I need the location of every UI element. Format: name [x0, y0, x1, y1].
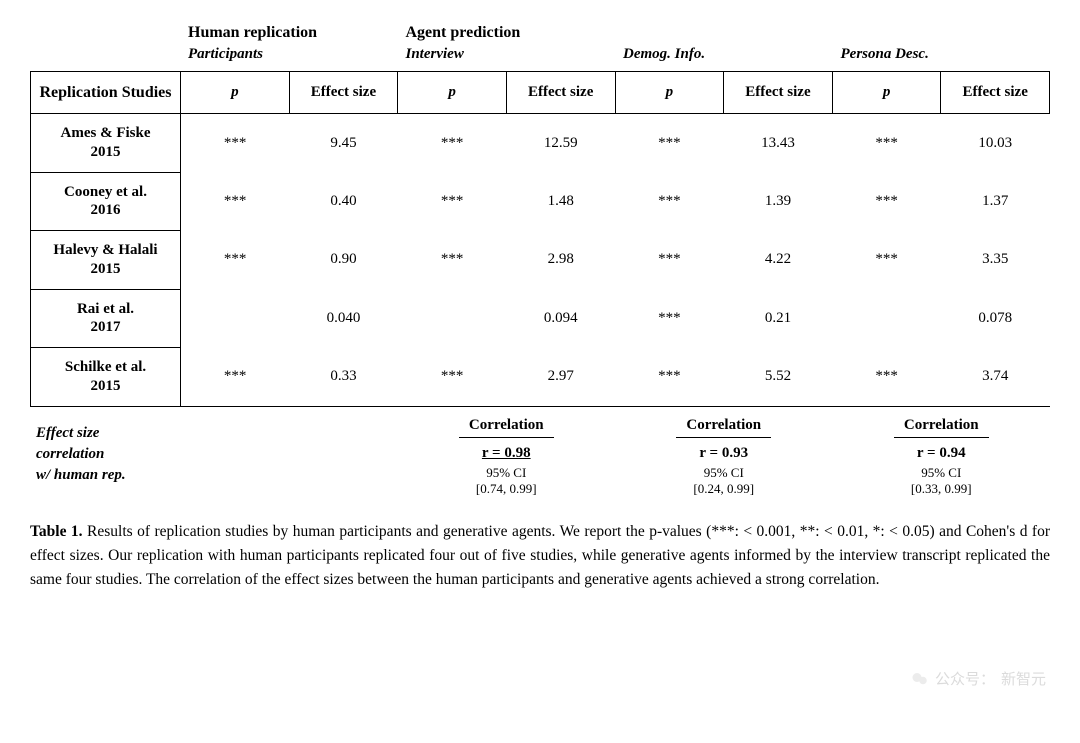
value-cell — [398, 289, 507, 348]
value-cell: 12.59 — [506, 114, 615, 173]
value-cell: 0.094 — [506, 289, 615, 348]
value-cell: 10.03 — [941, 114, 1050, 173]
correlation-r: r = 0.94 — [833, 445, 1051, 462]
value-cell: *** — [615, 114, 724, 173]
table-row: Rai et al.2017 0.040 0.094***0.21 0.078 — [31, 289, 1050, 348]
correlation-demog: Correlation r = 0.93 95% CI[0.24, 0.99] — [615, 417, 833, 499]
value-cell: *** — [398, 348, 507, 407]
wechat-icon — [911, 670, 929, 688]
col-p-2: p — [398, 72, 507, 114]
correlation-ci: 95% CI[0.74, 0.99] — [398, 465, 616, 499]
value-cell: *** — [615, 289, 724, 348]
correlation-r: r = 0.98 — [398, 445, 616, 462]
col-es-2: Effect size — [506, 72, 615, 114]
table-row: Cooney et al.2016***0.40***1.48***1.39**… — [31, 172, 1050, 231]
value-cell: 1.37 — [941, 172, 1050, 231]
correlation-row: Effect size correlation w/ human rep. Co… — [30, 417, 1050, 499]
value-cell: *** — [181, 231, 290, 290]
super-header-agent: Agent prediction — [398, 20, 1051, 44]
col-p-1: p — [181, 72, 290, 114]
caption-text: Results of replication studies by human … — [30, 523, 1050, 588]
value-cell: 0.33 — [289, 348, 398, 407]
value-cell: 5.52 — [724, 348, 833, 407]
sub-header-row: Participants Interview Demog. Info. Pers… — [30, 44, 1050, 71]
col-es-3: Effect size — [724, 72, 833, 114]
value-cell: *** — [615, 231, 724, 290]
col-es-1: Effect size — [289, 72, 398, 114]
col-p-4: p — [832, 72, 941, 114]
value-cell: 2.98 — [506, 231, 615, 290]
column-header-row: Replication Studies p Effect size p Effe… — [31, 72, 1050, 114]
correlation-title: Correlation — [676, 417, 771, 438]
results-table: Replication Studies p Effect size p Effe… — [30, 71, 1050, 407]
correlation-ci: 95% CI[0.33, 0.99] — [833, 465, 1051, 499]
table-figure: Human replication Agent prediction Parti… — [30, 20, 1050, 592]
watermark: 公众号：新智元 — [911, 668, 1046, 689]
value-cell: *** — [832, 172, 941, 231]
correlation-interview: Correlation r = 0.98 95% CI[0.74, 0.99] — [398, 417, 616, 499]
table-row: Schilke et al.2015***0.33***2.97***5.52*… — [31, 348, 1050, 407]
correlation-title: Correlation — [894, 417, 989, 438]
value-cell: *** — [181, 348, 290, 407]
sub-header-persona: Persona Desc. — [833, 44, 1051, 71]
value-cell — [832, 289, 941, 348]
sub-header-interview: Interview — [398, 44, 616, 71]
col-p-3: p — [615, 72, 724, 114]
study-label: Ames & Fiske2015 — [31, 114, 181, 173]
table-caption: Table 1. Results of replication studies … — [30, 520, 1050, 592]
value-cell: 3.35 — [941, 231, 1050, 290]
value-cell: 0.21 — [724, 289, 833, 348]
correlation-persona: Correlation r = 0.94 95% CI[0.33, 0.99] — [833, 417, 1051, 499]
table-row: Halevy & Halali2015***0.90***2.98***4.22… — [31, 231, 1050, 290]
correlation-title: Correlation — [459, 417, 554, 438]
value-cell: *** — [832, 114, 941, 173]
value-cell: *** — [181, 114, 290, 173]
study-label: Cooney et al.2016 — [31, 172, 181, 231]
study-label: Rai et al.2017 — [31, 289, 181, 348]
value-cell: 13.43 — [724, 114, 833, 173]
value-cell: 0.040 — [289, 289, 398, 348]
study-label: Schilke et al.2015 — [31, 348, 181, 407]
value-cell: 4.22 — [724, 231, 833, 290]
value-cell: *** — [398, 114, 507, 173]
value-cell: 3.74 — [941, 348, 1050, 407]
value-cell: 1.48 — [506, 172, 615, 231]
value-cell: 1.39 — [724, 172, 833, 231]
value-cell: 0.90 — [289, 231, 398, 290]
col-studies: Replication Studies — [31, 72, 181, 114]
correlation-ci: 95% CI[0.24, 0.99] — [615, 465, 833, 499]
value-cell: *** — [615, 172, 724, 231]
value-cell: 0.40 — [289, 172, 398, 231]
value-cell: 2.97 — [506, 348, 615, 407]
value-cell: *** — [181, 172, 290, 231]
correlation-r: r = 0.93 — [615, 445, 833, 462]
caption-lead: Table 1. — [30, 523, 83, 540]
col-es-4: Effect size — [941, 72, 1050, 114]
value-cell: *** — [398, 231, 507, 290]
value-cell: 9.45 — [289, 114, 398, 173]
value-cell: *** — [832, 348, 941, 407]
super-header-human: Human replication — [180, 20, 398, 44]
sub-header-participants: Participants — [180, 44, 398, 71]
value-cell: *** — [615, 348, 724, 407]
table-row: Ames & Fiske2015***9.45***12.59***13.43*… — [31, 114, 1050, 173]
value-cell — [181, 289, 290, 348]
value-cell: *** — [398, 172, 507, 231]
value-cell: *** — [832, 231, 941, 290]
study-label: Halevy & Halali2015 — [31, 231, 181, 290]
super-header-row: Human replication Agent prediction — [30, 20, 1050, 44]
value-cell: 0.078 — [941, 289, 1050, 348]
correlation-label: Effect size correlation w/ human rep. — [30, 417, 398, 499]
sub-header-demog: Demog. Info. — [615, 44, 833, 71]
